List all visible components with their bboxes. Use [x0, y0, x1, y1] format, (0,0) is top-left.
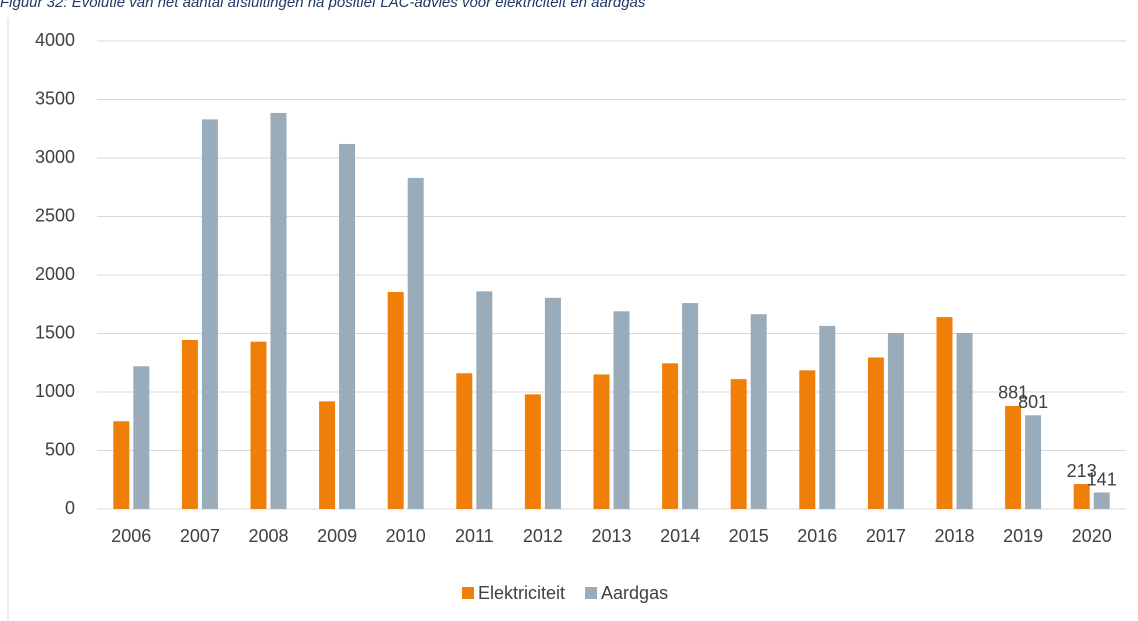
- y-tick-label: 2500: [35, 205, 75, 225]
- bar: [799, 370, 816, 509]
- bar: [867, 357, 884, 509]
- chart-title: Figuur 32: Evolutie van het aantal afslu…: [0, 0, 646, 11]
- bar: [887, 332, 904, 509]
- legend-label: Aardgas: [601, 583, 668, 603]
- bar: [544, 297, 561, 509]
- bar: [456, 373, 473, 509]
- x-tick-label: 2020: [1072, 526, 1112, 546]
- bar: [750, 314, 767, 509]
- bar: [1093, 492, 1110, 509]
- bar: [662, 363, 679, 509]
- x-tick-label: 2013: [591, 526, 631, 546]
- y-tick-label: 3000: [35, 147, 75, 167]
- bar: [613, 311, 630, 509]
- bar: [181, 339, 198, 509]
- bar: [270, 112, 287, 509]
- bar: [476, 291, 493, 509]
- bar: [593, 374, 610, 509]
- bar: [730, 379, 747, 509]
- bar: [819, 325, 836, 509]
- x-tick-label: 2006: [111, 526, 151, 546]
- data-label: 141: [1087, 469, 1117, 489]
- bar: [1025, 415, 1042, 509]
- y-tick-label: 1000: [35, 381, 75, 401]
- data-label: 213: [1067, 461, 1097, 481]
- bar: [407, 177, 424, 509]
- bar: [113, 421, 130, 509]
- legend-swatch: [585, 587, 598, 599]
- bar: [1073, 484, 1090, 509]
- x-tick-label: 2010: [386, 526, 426, 546]
- bar: [956, 332, 973, 509]
- x-tick-label: 2012: [523, 526, 563, 546]
- bar: [524, 394, 541, 509]
- legend-label: Elektriciteit: [478, 583, 565, 603]
- y-tick-label: 1500: [35, 322, 75, 342]
- x-tick-label: 2016: [797, 526, 837, 546]
- y-tick-label: 3500: [35, 88, 75, 108]
- bar: [133, 366, 150, 509]
- y-tick-label: 0: [65, 498, 75, 518]
- y-tick-label: 500: [45, 439, 75, 459]
- x-tick-label: 2015: [729, 526, 769, 546]
- legend-swatch: [462, 587, 474, 599]
- bar: [319, 401, 336, 509]
- bar: [387, 291, 404, 509]
- bar: [201, 119, 218, 509]
- x-tick-label: 2009: [317, 526, 357, 546]
- data-label: 881: [998, 383, 1028, 403]
- x-tick-label: 2017: [866, 526, 906, 546]
- bar: [1005, 405, 1022, 509]
- bar: [250, 341, 267, 509]
- x-tick-label: 2011: [455, 526, 494, 546]
- bar: [936, 317, 953, 509]
- y-tick-label: 2000: [35, 264, 75, 284]
- bar: [339, 143, 356, 509]
- y-tick-label: 4000: [35, 30, 75, 50]
- x-tick-label: 2008: [248, 526, 288, 546]
- x-tick-label: 2018: [934, 526, 974, 546]
- data-label: 801: [1018, 392, 1048, 412]
- bar: [682, 303, 699, 509]
- x-tick-label: 2014: [660, 526, 700, 546]
- x-tick-label: 2007: [180, 526, 220, 546]
- x-tick-label: 2019: [1003, 526, 1043, 546]
